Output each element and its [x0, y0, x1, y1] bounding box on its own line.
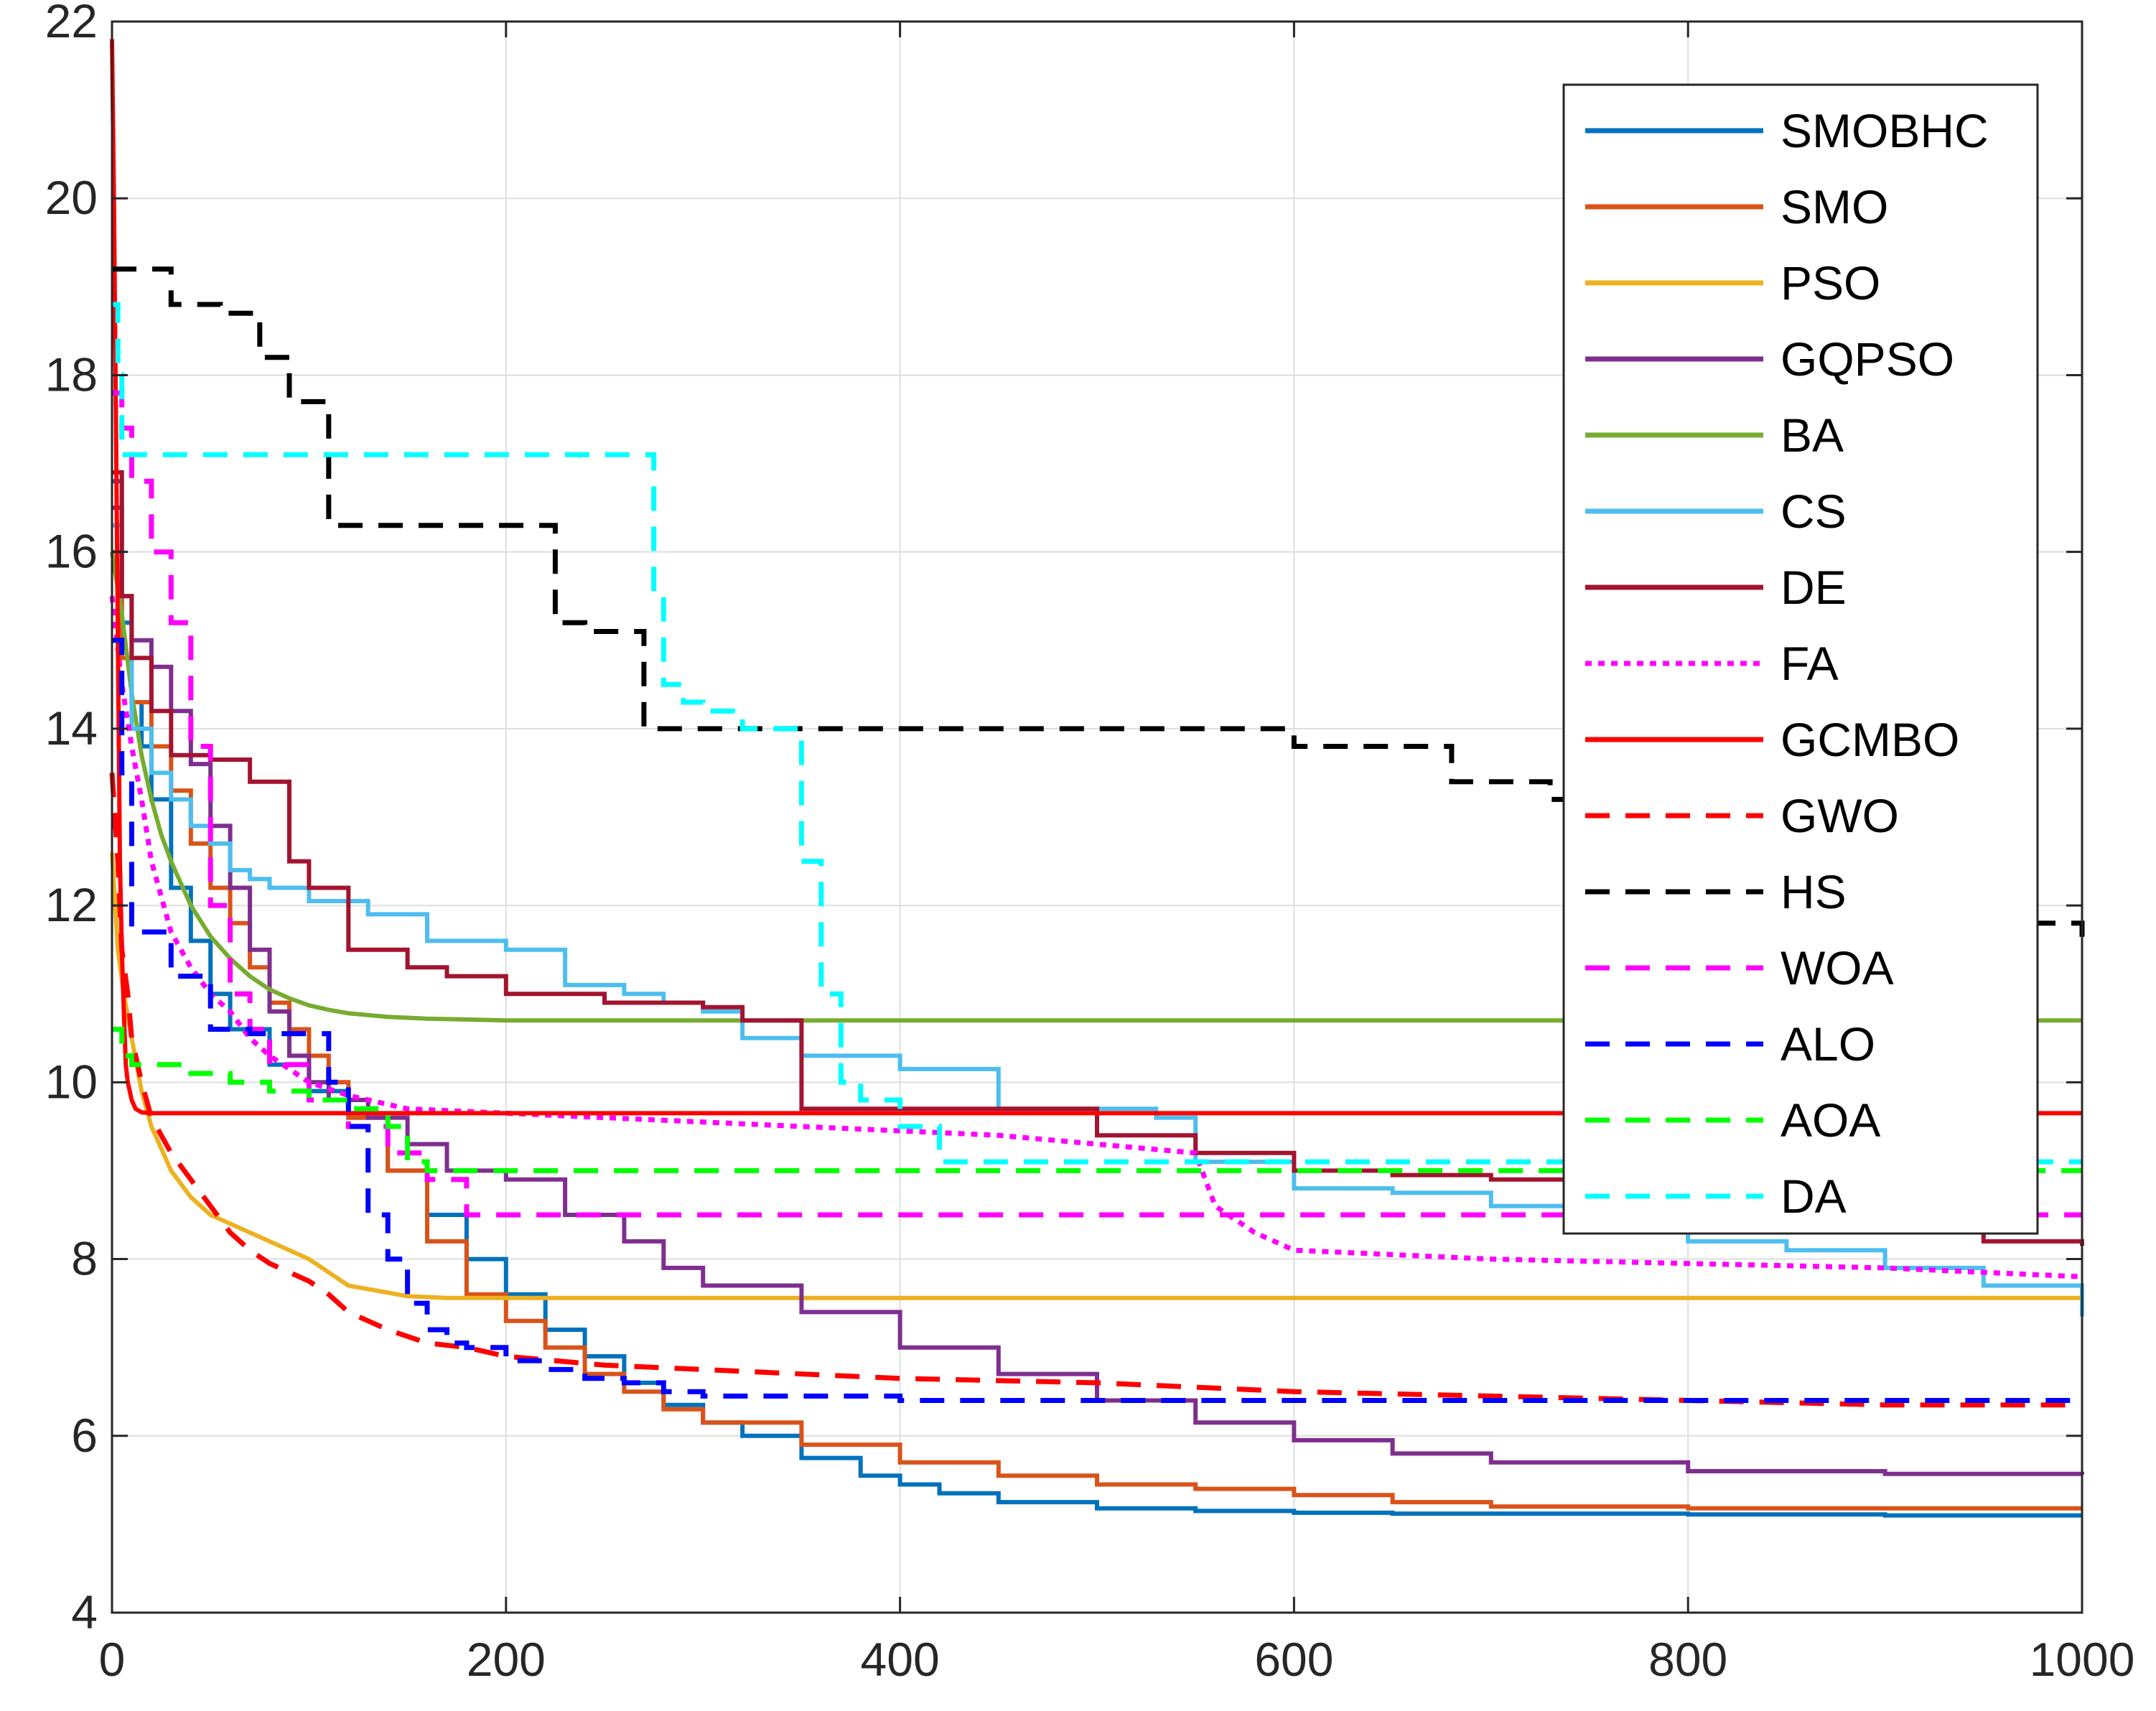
- series-line-ba: [110, 551, 2082, 1023]
- legend-label-hs: HS: [1781, 865, 1847, 918]
- legend-label-gwo: GWO: [1781, 789, 1899, 842]
- series-line-smo: [112, 549, 2082, 1511]
- series-line-da: [112, 302, 2082, 1165]
- series-line-aoa: [112, 1027, 2082, 1173]
- y-tick-label: 6: [71, 1409, 98, 1462]
- y-tick-label: 14: [45, 701, 98, 755]
- legend-label-smobhc: SMOBHC: [1781, 104, 1989, 157]
- x-tick-label: 600: [1254, 1633, 1333, 1686]
- x-tick-label: 1000: [2030, 1633, 2135, 1686]
- x-tick-label: 200: [467, 1633, 546, 1686]
- series-line-gwo: [109, 773, 2082, 1408]
- x-tick-label: 800: [1648, 1633, 1727, 1686]
- series-line-alo: [112, 638, 2082, 1403]
- legend: SMOBHC SMO PSO GQPSO BA CS DE FA GCMBO GWO HS WOA AL…: [1562, 83, 2039, 1235]
- legend-label-ba: BA: [1781, 409, 1844, 462]
- y-tick-label: 16: [45, 525, 98, 578]
- legend-label-da: DA: [1781, 1170, 1847, 1223]
- y-tick-label: 20: [45, 171, 98, 224]
- series-line-fa: [109, 595, 2083, 1279]
- y-tick-label: 22: [45, 0, 98, 47]
- y-tick-label: 8: [71, 1232, 98, 1285]
- x-tick-label: 0: [99, 1633, 126, 1686]
- y-axis: 4 6 8 10 12 14 16 18 20 22: [45, 0, 2082, 1638]
- x-tick-label: 400: [861, 1633, 940, 1686]
- series-line-woa: [112, 390, 2082, 1218]
- y-tick-label: 10: [45, 1055, 98, 1108]
- legend-label-cs: CS: [1781, 485, 1847, 538]
- axes-box: [111, 20, 2083, 1614]
- legend-label-aoa: AOA: [1781, 1094, 1880, 1147]
- legend-label-smo: SMO: [1781, 180, 1888, 233]
- y-tick-label: 4: [71, 1585, 98, 1638]
- legend-label-fa: FA: [1781, 637, 1839, 690]
- legend-label-gqpso: GQPSO: [1781, 332, 1954, 386]
- series-line-gcmbo: [110, 39, 2082, 1116]
- legend-label-pso: PSO: [1781, 256, 1880, 309]
- legend-label-alo: ALO: [1781, 1017, 1875, 1071]
- y-tick-label: 12: [45, 878, 98, 931]
- series-line-smobhc: [112, 479, 2082, 1518]
- x-axis: 0 200 400 600 800 1000: [99, 22, 2135, 1686]
- y-tick-label: 18: [45, 348, 98, 401]
- legend-label-de: DE: [1781, 561, 1847, 614]
- legend-label-woa: WOA: [1781, 941, 1894, 994]
- legend-label-gcmbo: GCMBO: [1781, 713, 1959, 766]
